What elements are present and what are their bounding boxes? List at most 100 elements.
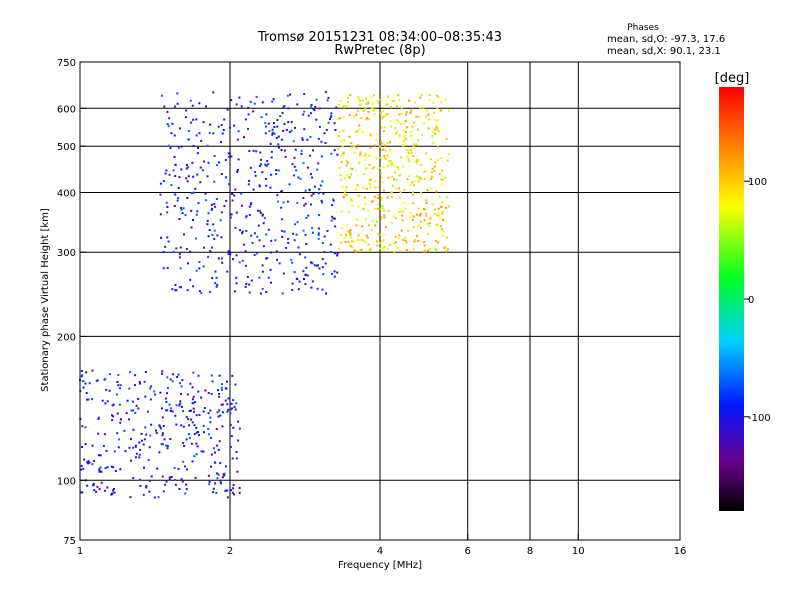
data-point [361,131,364,134]
data-point [198,132,201,135]
data-point [286,94,289,97]
data-point [178,253,181,256]
data-point [419,212,422,215]
data-point [427,233,430,236]
data-point [275,137,278,139]
data-point [405,149,407,152]
data-point [245,283,248,285]
data-point [158,424,161,427]
data-point [256,235,259,238]
data-point [185,248,188,250]
data-point [406,126,408,129]
data-point [409,152,412,155]
data-point [129,371,131,373]
data-point [198,413,201,416]
data-point [130,409,133,412]
data-point [316,287,319,290]
data-point [198,434,200,437]
data-point [92,484,95,487]
data-point [304,273,307,276]
data-point [235,402,238,405]
data-point [219,462,222,465]
data-point [302,270,305,273]
data-point [180,286,182,289]
data-point [283,123,286,125]
data-point [333,270,336,273]
data-point [174,284,177,286]
x-tick-label: 8 [527,546,533,557]
data-point [145,484,148,487]
data-point [119,387,121,390]
data-point [408,175,411,178]
data-point [210,208,213,211]
data-point [278,146,280,149]
data-point [290,258,293,261]
data-point [412,194,415,196]
data-point [393,171,396,174]
data-point [339,117,342,120]
data-point [246,276,249,278]
data-point [296,103,299,106]
data-point [148,490,151,493]
data-point [91,369,94,372]
data-point [80,464,83,467]
data-point [391,191,393,194]
data-point [86,484,89,487]
data-point [381,110,384,113]
data-point [433,165,436,168]
data-point [189,250,192,253]
data-point [307,114,310,117]
data-point [386,247,389,250]
data-point [281,112,284,114]
data-point [295,169,298,172]
data-point [431,203,434,206]
data-point [344,236,346,239]
data-point [416,158,419,161]
data-point [128,387,131,390]
data-point [177,197,180,199]
data-point [229,446,232,448]
data-point [415,175,418,178]
data-point [181,212,184,215]
data-point [233,194,236,197]
data-point [310,173,312,176]
data-point [91,463,94,466]
data-point [189,278,192,281]
data-point [210,437,212,440]
data-point [358,161,361,164]
data-point [117,384,120,387]
data-point [435,249,438,252]
data-point [332,217,335,220]
data-point [389,149,392,152]
data-point [280,190,283,192]
data-point [198,261,201,263]
data-point [334,129,337,131]
data-point [137,407,140,410]
data-point [383,115,386,118]
data-point [291,261,294,264]
data-point [253,232,256,235]
data-point [447,205,450,208]
data-point [222,129,225,131]
data-point [212,91,215,94]
data-point [357,205,360,208]
data-point [187,418,190,421]
data-point [174,175,177,177]
data-point [161,434,164,437]
data-point [193,424,196,427]
data-point [166,392,168,395]
data-point [195,431,198,434]
data-point [196,445,199,448]
data-point [357,195,360,197]
x-tick-label: 1 [77,546,83,557]
data-point [306,166,309,169]
data-point [232,258,234,261]
data-point [235,103,238,106]
data-point [169,147,172,149]
data-point [207,212,210,215]
data-point [320,155,323,158]
data-point [434,208,436,211]
data-point [402,239,405,241]
colorbar-tick-label: 100 [748,177,767,188]
data-point [195,442,198,445]
